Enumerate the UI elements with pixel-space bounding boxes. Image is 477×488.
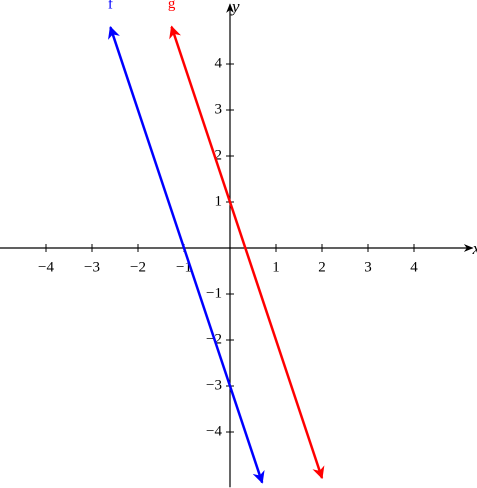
y-tick-label: 4 <box>215 55 223 71</box>
series-label: g <box>168 0 176 12</box>
y-tick-label: −1 <box>206 285 222 301</box>
x-tick-label: 3 <box>364 259 372 275</box>
y-tick-label: 3 <box>215 101 223 117</box>
x-tick-label: −2 <box>130 259 146 275</box>
x-tick-label: 4 <box>410 259 418 275</box>
x-tick-label: −3 <box>84 259 100 275</box>
y-axis-label: y <box>230 0 240 16</box>
x-tick-label: −4 <box>38 259 54 275</box>
series-line <box>108 26 265 484</box>
y-tick-label: −3 <box>206 377 222 393</box>
x-tick-label: 2 <box>318 259 326 275</box>
x-tick-label: 1 <box>272 259 280 275</box>
series-line <box>169 25 325 480</box>
y-tick-label: −4 <box>206 423 222 439</box>
y-tick-label: 1 <box>215 193 223 209</box>
x-axis-label: x <box>472 239 477 258</box>
series-label: f <box>108 0 113 13</box>
